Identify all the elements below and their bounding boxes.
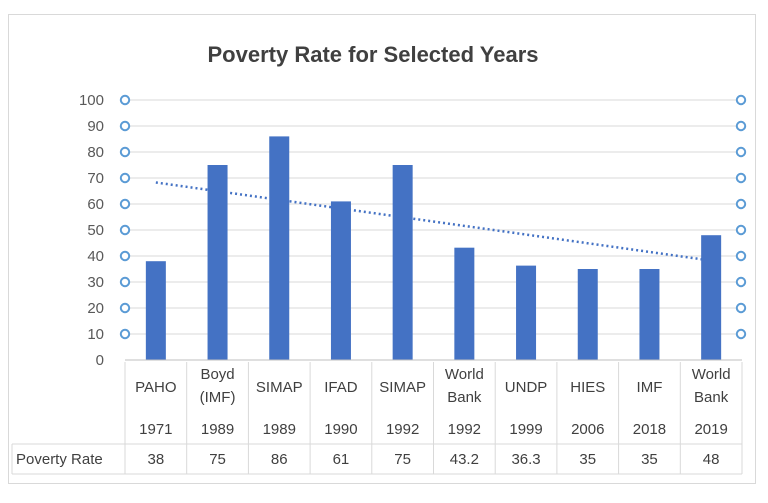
y-tick-label: 100 [79, 92, 104, 109]
resize-handle-right[interactable] [735, 146, 747, 158]
category-year-label: 2006 [571, 421, 604, 438]
resize-handle-left[interactable] [119, 120, 131, 132]
y-tick-label: 0 [96, 352, 104, 369]
y-tick-label: 80 [87, 144, 104, 161]
resize-handle-left[interactable] [119, 146, 131, 158]
table-legend-label: Poverty Rate [16, 451, 103, 468]
category-year-label: 1990 [324, 421, 357, 438]
category-year-label: 2019 [694, 421, 727, 438]
y-tick-label: 60 [87, 196, 104, 213]
category-source-label: World [692, 366, 731, 383]
category-year-label: 1992 [448, 421, 481, 438]
category-year-label: 1989 [263, 421, 296, 438]
resize-handle-left[interactable] [119, 172, 131, 184]
category-source-label: Boyd [200, 366, 234, 383]
category-source-label: (IMF) [200, 389, 236, 406]
y-tick-label: 70 [87, 170, 104, 187]
chart-title: Poverty Rate for Selected Years [208, 42, 539, 67]
category-source-label: IFAD [324, 379, 358, 396]
category-source-label: UNDP [505, 379, 548, 396]
category-source-label: HIES [570, 379, 605, 396]
resize-handle-right[interactable] [735, 276, 747, 288]
data-label: 86 [271, 451, 288, 468]
category-source-label: Bank [694, 389, 729, 406]
resize-handle-left[interactable] [119, 302, 131, 314]
resize-handle-left[interactable] [119, 94, 131, 106]
bar[interactable] [207, 165, 228, 360]
resize-handle-right[interactable] [735, 250, 747, 262]
resize-handle-right[interactable] [735, 172, 747, 184]
bar[interactable] [454, 247, 475, 360]
resize-handle-right[interactable] [735, 120, 747, 132]
data-label: 75 [394, 451, 411, 468]
resize-handle-right[interactable] [735, 302, 747, 314]
resize-handle-left[interactable] [119, 224, 131, 236]
data-label: 35 [579, 451, 596, 468]
data-label: 43.2 [450, 451, 479, 468]
bar[interactable] [516, 265, 537, 360]
y-tick-label: 90 [87, 118, 104, 135]
resize-handle-right[interactable] [735, 198, 747, 210]
resize-handle-left[interactable] [119, 276, 131, 288]
y-tick-label: 10 [87, 326, 104, 343]
resize-handle-left[interactable] [119, 328, 131, 340]
category-source-label: SIMAP [379, 379, 426, 396]
resize-handle-right[interactable] [735, 224, 747, 236]
data-label: 61 [333, 451, 350, 468]
category-source-label: Bank [447, 389, 482, 406]
bar[interactable] [392, 165, 413, 360]
category-source-label: IMF [637, 379, 663, 396]
category-source-label: World [445, 366, 484, 383]
trendline [155, 181, 712, 262]
bar[interactable] [639, 269, 660, 360]
data-label: 38 [148, 451, 165, 468]
category-year-label: 1999 [509, 421, 542, 438]
y-tick-label: 30 [87, 274, 104, 291]
bar[interactable] [330, 201, 351, 360]
y-tick-label: 40 [87, 248, 104, 265]
data-label: 75 [209, 451, 226, 468]
category-year-label: 1992 [386, 421, 419, 438]
resize-handle-left[interactable] [119, 198, 131, 210]
category-source-label: PAHO [135, 379, 176, 396]
category-source-label: SIMAP [256, 379, 303, 396]
resize-handle-left[interactable] [119, 250, 131, 262]
y-tick-label: 20 [87, 300, 104, 317]
data-label: 36.3 [511, 451, 540, 468]
resize-handle-right[interactable] [735, 328, 747, 340]
data-label: 35 [641, 451, 658, 468]
category-year-label: 2018 [633, 421, 666, 438]
y-tick-label: 50 [87, 222, 104, 239]
data-label: 48 [703, 451, 720, 468]
bar[interactable] [145, 261, 166, 360]
category-year-label: 1989 [201, 421, 234, 438]
resize-handle-right[interactable] [735, 94, 747, 106]
bar[interactable] [701, 235, 722, 360]
category-year-label: 1971 [139, 421, 172, 438]
bar[interactable] [269, 136, 290, 360]
bar[interactable] [577, 269, 598, 360]
